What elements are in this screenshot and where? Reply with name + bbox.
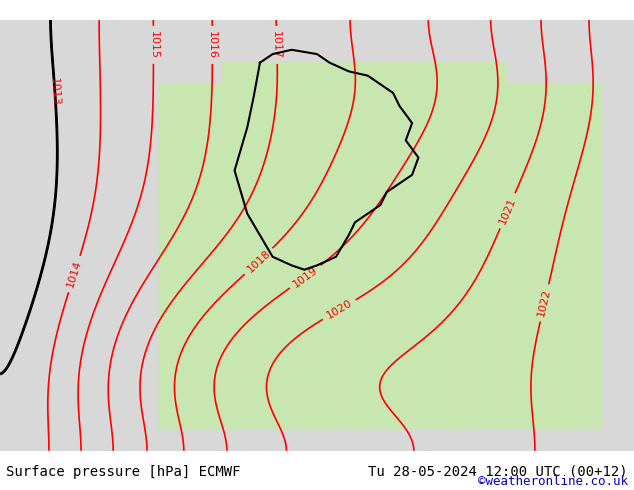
Text: 1020: 1020 (325, 298, 354, 321)
Text: 1015: 1015 (148, 31, 158, 59)
Text: 1018: 1018 (245, 248, 273, 274)
Text: Tu 28-05-2024 12:00 UTC (00+12): Tu 28-05-2024 12:00 UTC (00+12) (368, 465, 628, 479)
Text: 1021: 1021 (498, 196, 517, 226)
Text: 1014: 1014 (65, 259, 83, 289)
Text: Surface pressure [hPa] ECMWF: Surface pressure [hPa] ECMWF (6, 465, 241, 479)
Text: 1013: 1013 (49, 77, 61, 106)
Text: 1019: 1019 (291, 265, 320, 289)
Text: ©weatheronline.co.uk: ©weatheronline.co.uk (477, 475, 628, 488)
Text: 1017: 1017 (271, 31, 282, 59)
Text: 1022: 1022 (536, 288, 553, 318)
Text: 1016: 1016 (207, 31, 217, 59)
